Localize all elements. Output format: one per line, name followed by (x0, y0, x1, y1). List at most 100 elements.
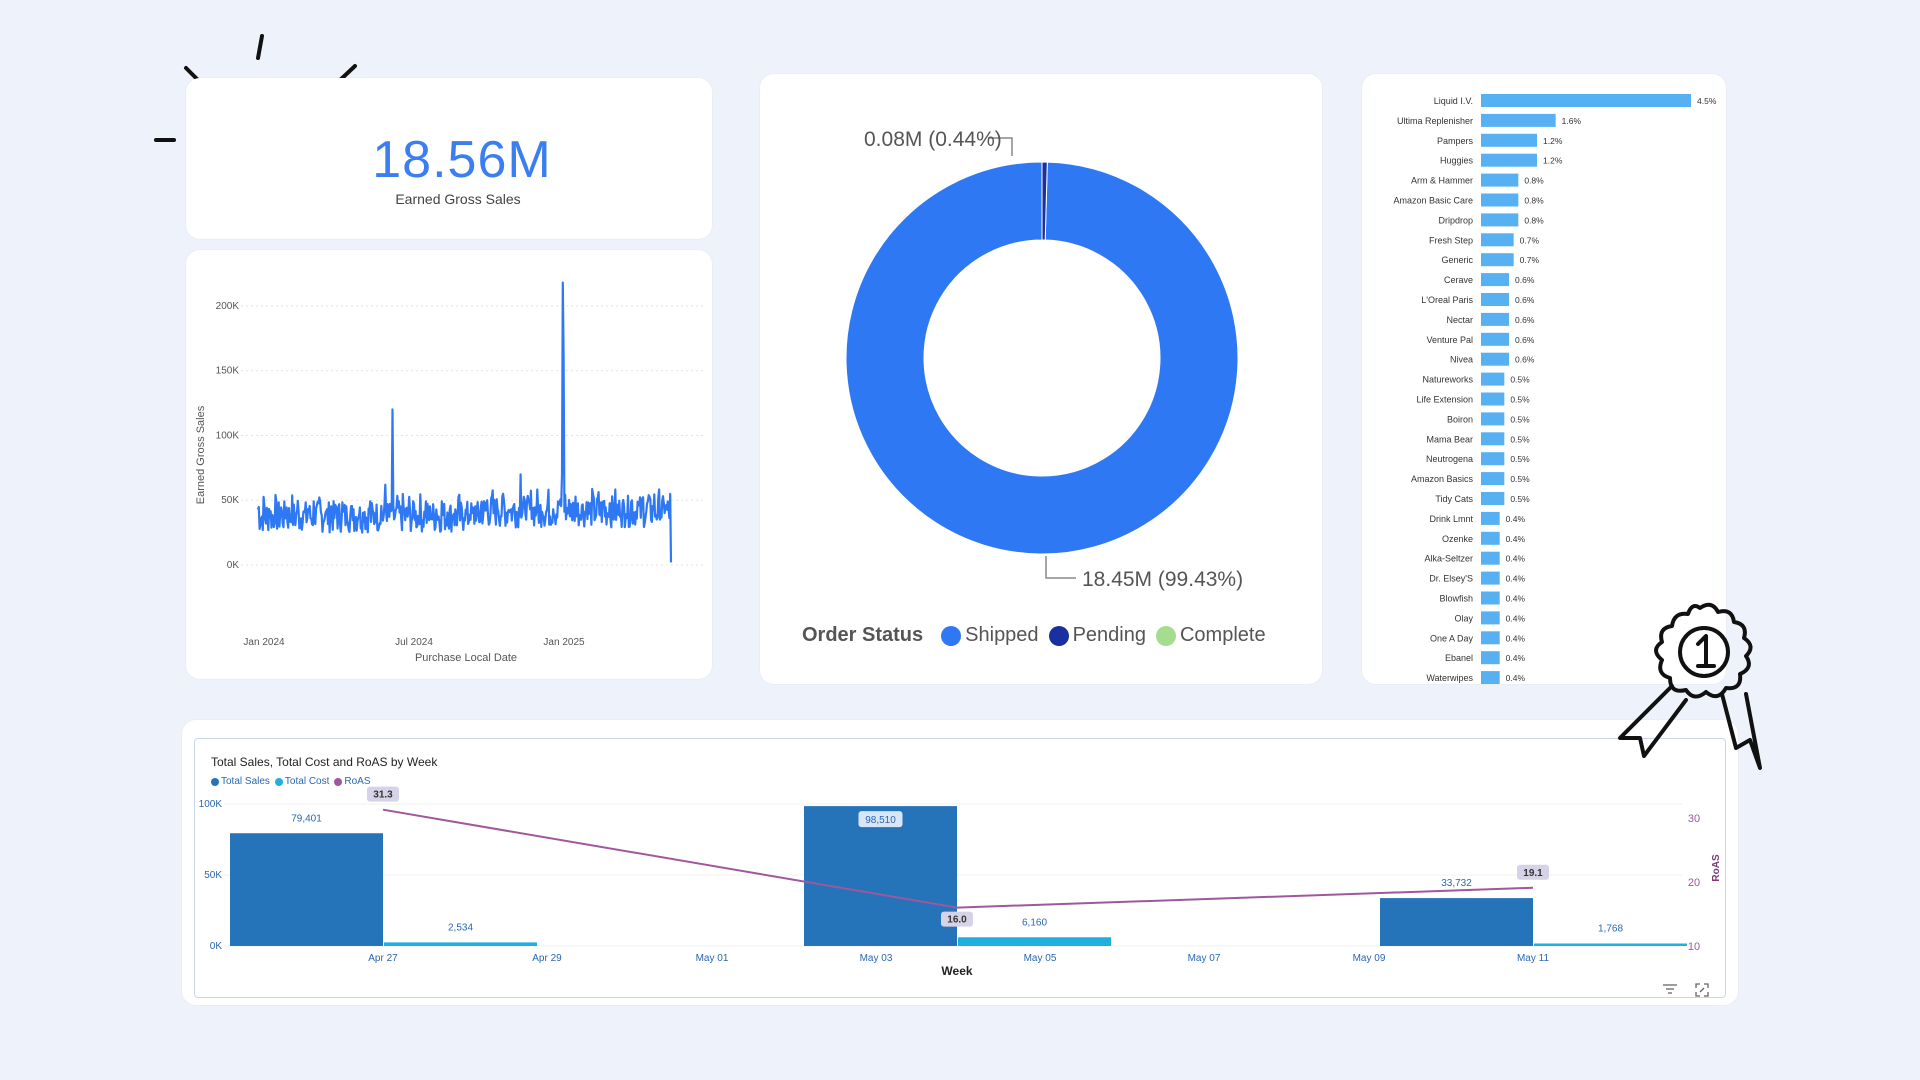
brand-bar[interactable] (1481, 492, 1505, 505)
brand-bar[interactable] (1481, 133, 1537, 147)
brand-bar[interactable] (1481, 531, 1500, 545)
donut-slice-pending[interactable] (1041, 161, 1048, 241)
total-cost-bar[interactable] (1534, 943, 1687, 946)
brand-bar[interactable] (1481, 392, 1505, 406)
brand-label: Generic (1441, 255, 1473, 265)
brand-bar[interactable] (1481, 352, 1509, 366)
brand-bar[interactable] (1481, 511, 1500, 525)
brand-value-label: 1.2% (1543, 136, 1563, 146)
roas-label-bg (367, 786, 399, 802)
brand-bar[interactable] (1481, 312, 1509, 326)
combo-y-tick-label: 0K (210, 941, 223, 952)
weekly-combo-card[interactable]: Total Sales, Total Cost and RoAS by Week… (182, 720, 1738, 1005)
brand-value-label: 0.6% (1515, 355, 1535, 365)
brand-share-bar-chart[interactable]: Liquid I.V. 4.5% Ultima Replenisher 1.6% Pam… (1362, 74, 1726, 685)
brand-value-label: 0.4% (1506, 514, 1526, 524)
brand-label: Neutrogena (1426, 454, 1473, 464)
roas-line[interactable] (382, 808, 1534, 909)
line-chart-card[interactable]: 0K 50K 100K 150K 200K Jan 2024 Jul 2024 Jan 20… (186, 250, 712, 679)
legend-item-complete[interactable]: Complete (1155, 624, 1266, 647)
line-x-axis-label: Purchase Local Date (415, 652, 517, 664)
total-cost-bar[interactable] (958, 937, 1111, 946)
brand-label: Amazon Basics (1411, 474, 1474, 484)
brand-bar[interactable] (1481, 671, 1500, 685)
brand-bar[interactable] (1481, 193, 1519, 207)
total-sales-bar[interactable] (1380, 898, 1533, 946)
brand-bar[interactable] (1481, 571, 1500, 585)
brand-bar[interactable] (1481, 432, 1505, 446)
legend-label-total-sales: Total Sales (221, 776, 270, 787)
line-chart[interactable]: 0K 50K 100K 150K 200K Jan 2024 Jul 2024 Jan 20… (186, 250, 712, 679)
brand-value-label: 0.5% (1510, 434, 1530, 444)
brand-bar[interactable] (1481, 611, 1500, 625)
focus-mode-icon[interactable] (1694, 982, 1710, 998)
brand-label: Boiron (1447, 414, 1473, 424)
total-cost-data-label: 6,160 (1022, 917, 1047, 928)
order-status-card[interactable]: 0.08M (0.44%) 18.45M (99.43%) Order Stat… (760, 74, 1322, 684)
brand-bar[interactable] (1481, 472, 1505, 486)
legend-item-total-cost[interactable]: Total Cost (274, 776, 330, 787)
brand-bar[interactable] (1481, 273, 1509, 287)
weekly-combo-chart[interactable]: 0K 50K 100K 10 20 30 RoAS Apr 27 Apr 29 May 01 May… (182, 720, 1738, 1005)
brand-bar[interactable] (1481, 94, 1691, 107)
brand-bar[interactable] (1481, 332, 1509, 346)
legend-item-roas[interactable]: RoAS (334, 776, 371, 787)
brand-bar[interactable] (1481, 412, 1505, 426)
brand-label: Ultima Replenisher (1397, 116, 1473, 126)
legend-dot-roas (334, 777, 343, 786)
brand-bar[interactable] (1481, 253, 1514, 267)
donut-slice-shipped[interactable] (845, 161, 1239, 555)
brand-value-label: 0.5% (1510, 414, 1530, 424)
brand-bar[interactable] (1481, 651, 1500, 665)
pending-data-label: 0.08M (0.44%) (864, 128, 1002, 151)
order-status-donut[interactable]: 0.08M (0.44%) 18.45M (99.43%) (760, 74, 1322, 604)
combo-y-tick-label: 50K (204, 870, 222, 881)
brand-value-label: 0.4% (1506, 673, 1526, 683)
brand-bar[interactable] (1481, 452, 1505, 466)
brand-bar[interactable] (1481, 631, 1500, 645)
brand-value-label: 0.6% (1515, 275, 1535, 285)
award-ribbon-doodle (1618, 602, 1762, 770)
line-y-axis-label: Earned Gross Sales (195, 405, 207, 504)
legend-dot-complete (1155, 625, 1176, 646)
brand-value-label: 0.6% (1515, 315, 1535, 325)
filter-icon[interactable] (1662, 982, 1678, 996)
legend-item-pending[interactable]: Pending (1048, 624, 1146, 647)
brand-bar[interactable] (1481, 233, 1514, 247)
combo-x-tick-label: Apr 29 (532, 953, 562, 964)
brand-value-label: 0.5% (1510, 395, 1530, 405)
brand-label: Dr. Elsey'S (1429, 574, 1473, 584)
legend-item-shipped[interactable]: Shipped (941, 624, 1039, 647)
brand-label: Dripdrop (1438, 215, 1473, 225)
brand-bar[interactable] (1481, 153, 1537, 167)
combo-x-tick-label: May 07 (1188, 953, 1221, 964)
total-cost-bar[interactable] (384, 942, 537, 946)
brand-bar[interactable] (1481, 213, 1519, 227)
legend-label-total-cost: Total Cost (284, 776, 330, 787)
brand-label: Pampers (1437, 136, 1474, 146)
line-y-tick-label: 0K (227, 560, 240, 571)
brand-label: One A Day (1430, 633, 1474, 643)
line-y-tick-label: 200K (216, 301, 240, 312)
line-series-earned-gross-sales[interactable] (256, 281, 673, 563)
roas-data-label: 19.1 (1523, 868, 1543, 879)
total-sales-bar[interactable] (804, 806, 957, 946)
brand-bar[interactable] (1481, 173, 1519, 187)
brand-label: Life Extension (1416, 395, 1473, 405)
total-sales-data-label: 79,401 (291, 813, 322, 824)
brand-value-label: 0.4% (1506, 633, 1526, 643)
brand-share-card[interactable]: Liquid I.V. 4.5% Ultima Replenisher 1.6% Pam… (1362, 74, 1726, 685)
brand-label: Cerave (1444, 275, 1473, 285)
brand-bar[interactable] (1481, 551, 1500, 565)
brand-bar[interactable] (1481, 372, 1505, 386)
brand-bar[interactable] (1481, 113, 1556, 127)
brand-label: L'Oreal Paris (1421, 295, 1473, 305)
brand-bar[interactable] (1481, 293, 1509, 306)
brand-bar[interactable] (1481, 591, 1500, 605)
total-sales-bar[interactable] (230, 833, 383, 946)
brand-label: Amazon Basic Care (1393, 196, 1473, 206)
brand-value-label: 0.5% (1510, 454, 1530, 464)
legend-item-total-sales[interactable]: Total Sales (211, 776, 270, 787)
brand-value-label: 0.7% (1520, 235, 1540, 245)
combo-y2-axis-label: RoAS (1711, 854, 1722, 882)
